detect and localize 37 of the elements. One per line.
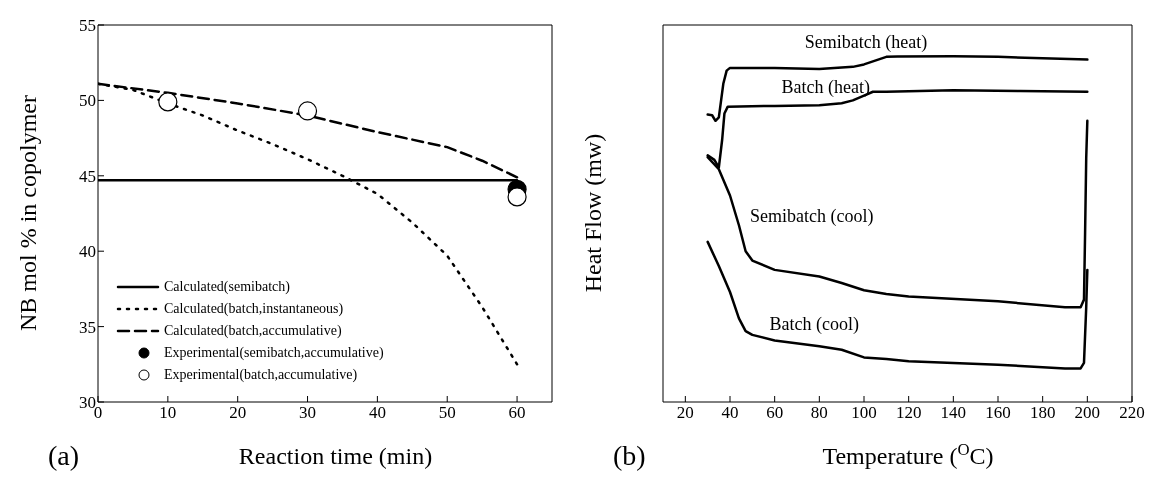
y-tick-label: 40 (79, 242, 96, 262)
x-tick-label: 100 (851, 403, 877, 423)
series-label: Semibatch (cool) (749, 206, 874, 228)
legend-label: Experimental(semibatch,accumulative) (164, 344, 384, 362)
x-axis-title: Temperature ($^{O}$C) (822, 439, 994, 469)
text: (a) (48, 440, 80, 472)
x-tick-label: 200 (1074, 403, 1101, 423)
x-tick-label: 80 (810, 403, 828, 423)
x-axis-title: Reaction time (min) (238, 443, 433, 469)
y-axis-title: NB mol % in copolymer (15, 95, 41, 331)
x-tick-label: 20 (229, 403, 247, 423)
x-tick-label: 60 (508, 403, 526, 423)
legend-label: Calculated(semibatch) (164, 278, 290, 296)
x-tick-label: 120 (895, 403, 922, 423)
x-tick-label: 40 (368, 403, 386, 423)
y-axis-title: Heat Flow (mw) (580, 133, 606, 293)
y-tick-label: 55 (79, 16, 96, 36)
legend-label: Experimental(batch,accumulative) (164, 366, 358, 384)
x-tick-label: 20 (676, 403, 694, 423)
y-tick-label: 45 (79, 166, 96, 186)
series-label: Batch (cool) (769, 314, 860, 336)
y-tick-label: 35 (79, 317, 96, 337)
x-tick-label: 10 (159, 403, 177, 423)
text: (b) (613, 440, 646, 472)
x-tick-label: 180 (1029, 403, 1056, 423)
series-label: Semibatch (heat) (804, 32, 928, 54)
legend-label: Calculated(batch,accumulative) (164, 322, 342, 340)
y-tick-label: 50 (79, 91, 96, 111)
x-tick-label: 140 (940, 403, 967, 423)
x-tick-label: 40 (721, 403, 739, 423)
x-tick-label: 220 (1119, 403, 1145, 423)
x-tick-label: 50 (438, 403, 456, 423)
x-tick-label: 160 (985, 403, 1011, 423)
x-tick-label: 30 (299, 403, 317, 423)
x-tick-label: 60 (766, 403, 784, 423)
series-label: Batch (heat) (781, 77, 870, 99)
legend-label: Calculated(batch,instantaneous) (164, 300, 344, 318)
